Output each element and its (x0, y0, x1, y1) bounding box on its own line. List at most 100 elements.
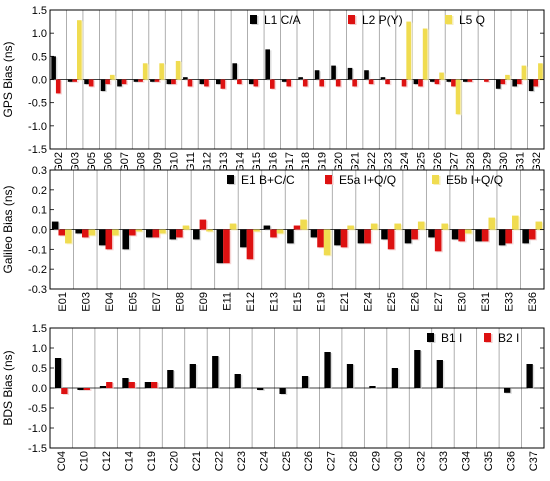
x-tick-label-G22: G22 (366, 152, 378, 173)
bar-C22-1 (212, 356, 219, 388)
x-tick-label-E26: E26 (410, 292, 422, 312)
bar-G13-2 (220, 79, 226, 89)
bar-C27-1 (324, 352, 331, 388)
x-tick-label-G03: G03 (70, 152, 82, 173)
bar-C29-1 (369, 386, 376, 388)
bar-G12-2 (204, 79, 209, 87)
legend-swatch (484, 333, 491, 342)
y-tick-label: -0.2 (28, 264, 47, 276)
bar-G19-2 (319, 79, 325, 87)
bar-G24-3 (406, 21, 411, 80)
bar-G02-2 (55, 79, 61, 94)
bar-G31-2 (516, 79, 522, 85)
bar-G29-2 (484, 79, 489, 82)
bar-G18-1 (298, 77, 303, 80)
x-tick-label-E15: E15 (292, 292, 304, 312)
bar-shadow (207, 230, 215, 233)
bar-E03-3 (88, 229, 96, 236)
bar-E08-3 (182, 225, 190, 230)
panel-1: 1.5 1.0 0.5 0.0 -0.5 -1.0 -1.5 G02 G03 G05 G06 G07 G… (1, 5, 545, 173)
bar-G11-2 (187, 79, 193, 87)
bar-G27-1 (446, 79, 452, 82)
x-tick-label-C12: C12 (101, 451, 113, 471)
legend-swatch (348, 15, 355, 24)
x-tick-label-E31: E31 (480, 292, 492, 312)
x-tick-label-C36: C36 (505, 451, 517, 471)
bar-G06-3 (109, 74, 115, 80)
bar-E15-1 (287, 229, 294, 244)
bar-C20-1 (167, 370, 174, 388)
bar-E07-2 (152, 229, 160, 238)
x-tick-label-E21: E21 (339, 292, 351, 312)
x-tick-label-G12: G12 (201, 152, 213, 173)
bar-G25-2 (418, 79, 423, 87)
x-tick-label-E25: E25 (386, 292, 398, 312)
bar-G32-3 (538, 63, 543, 80)
bar-E12-2 (246, 229, 254, 260)
bar-E07-3 (159, 229, 166, 234)
bar-E21-1 (334, 229, 341, 246)
bar-G08-1 (133, 79, 139, 82)
bar-E11-3 (229, 223, 237, 230)
bar-E05-1 (122, 229, 130, 250)
bar-C25-1 (279, 388, 286, 394)
x-tick-label-C29: C29 (371, 451, 383, 471)
bar-G28-1 (462, 79, 468, 82)
bar-E21-3 (347, 225, 354, 230)
bar-G05-1 (84, 79, 89, 85)
legend-item-3: E5b I+Q/Q (432, 173, 503, 187)
legend-swatch (445, 15, 452, 24)
x-tick-label-C30: C30 (393, 451, 405, 471)
bar-E25-3 (394, 223, 401, 230)
bar-G24-2 (401, 79, 407, 87)
bar-E27-1 (428, 229, 435, 238)
x-tick-label-C23: C23 (236, 451, 248, 471)
bar-E08-2 (176, 229, 183, 238)
y-tick-label: 0.5 (32, 51, 47, 63)
bar-G20-1 (331, 65, 336, 80)
bar-C19-2 (151, 382, 158, 388)
x-tick-label-E33: E33 (504, 292, 516, 312)
y-tick-label: 0.3 (32, 165, 47, 177)
bar-E36-1 (522, 229, 529, 244)
bar-E26-3 (417, 221, 425, 230)
bar-E33-2 (505, 229, 513, 244)
x-tick-label-E07: E07 (151, 292, 163, 312)
bar-G18-2 (302, 79, 308, 87)
legend-item-1: L1 C/A (250, 13, 301, 27)
panel-3: 1.5 1.0 0.5 0.0 -0.5 -1.0 -1.5 C04 C10 C12 C14 C19 C… (1, 323, 545, 471)
legend-item-2: B2 I (484, 331, 519, 345)
legend-label: E1 B+C/C (241, 173, 295, 187)
x-tick-label-C26: C26 (303, 451, 315, 471)
bar-G19-1 (314, 70, 320, 80)
x-tick-label-G14: G14 (234, 152, 246, 173)
y-tick-label: 1.5 (32, 5, 47, 17)
y-tick-label: 0.0 (32, 225, 47, 237)
x-tick-label-G17: G17 (284, 152, 296, 173)
y-tick-label: 0.5 (32, 363, 47, 375)
legend-item-1: E1 B+C/C (227, 173, 295, 187)
x-tick-label-C34: C34 (460, 451, 472, 471)
bar-E19-3 (323, 229, 331, 256)
y-tick-label: 0.0 (32, 75, 47, 87)
bar-G22-1 (364, 70, 369, 80)
bar-G26-3 (439, 72, 444, 80)
bar-G10-3 (175, 60, 181, 80)
bar-shadow (137, 230, 144, 233)
x-tick-label-G28: G28 (465, 152, 477, 173)
x-tick-label-G06: G06 (103, 152, 115, 173)
bar-E01-3 (65, 229, 72, 244)
x-tick-label-C33: C33 (438, 451, 450, 471)
bar-E11-2 (223, 229, 230, 264)
bar-E26-1 (404, 229, 412, 244)
x-tick-label-G13: G13 (218, 152, 230, 173)
bar-C33-1 (436, 360, 443, 388)
y-axis-label: BDS Bias (ns) (1, 350, 15, 425)
y-tick-label: 0.0 (32, 383, 47, 395)
bar-G23-1 (380, 77, 386, 80)
x-tick-label-G08: G08 (136, 152, 148, 173)
x-tick-label-G05: G05 (86, 152, 98, 173)
bar-E24-2 (364, 229, 371, 244)
y-tick-label: 1.0 (32, 28, 47, 40)
